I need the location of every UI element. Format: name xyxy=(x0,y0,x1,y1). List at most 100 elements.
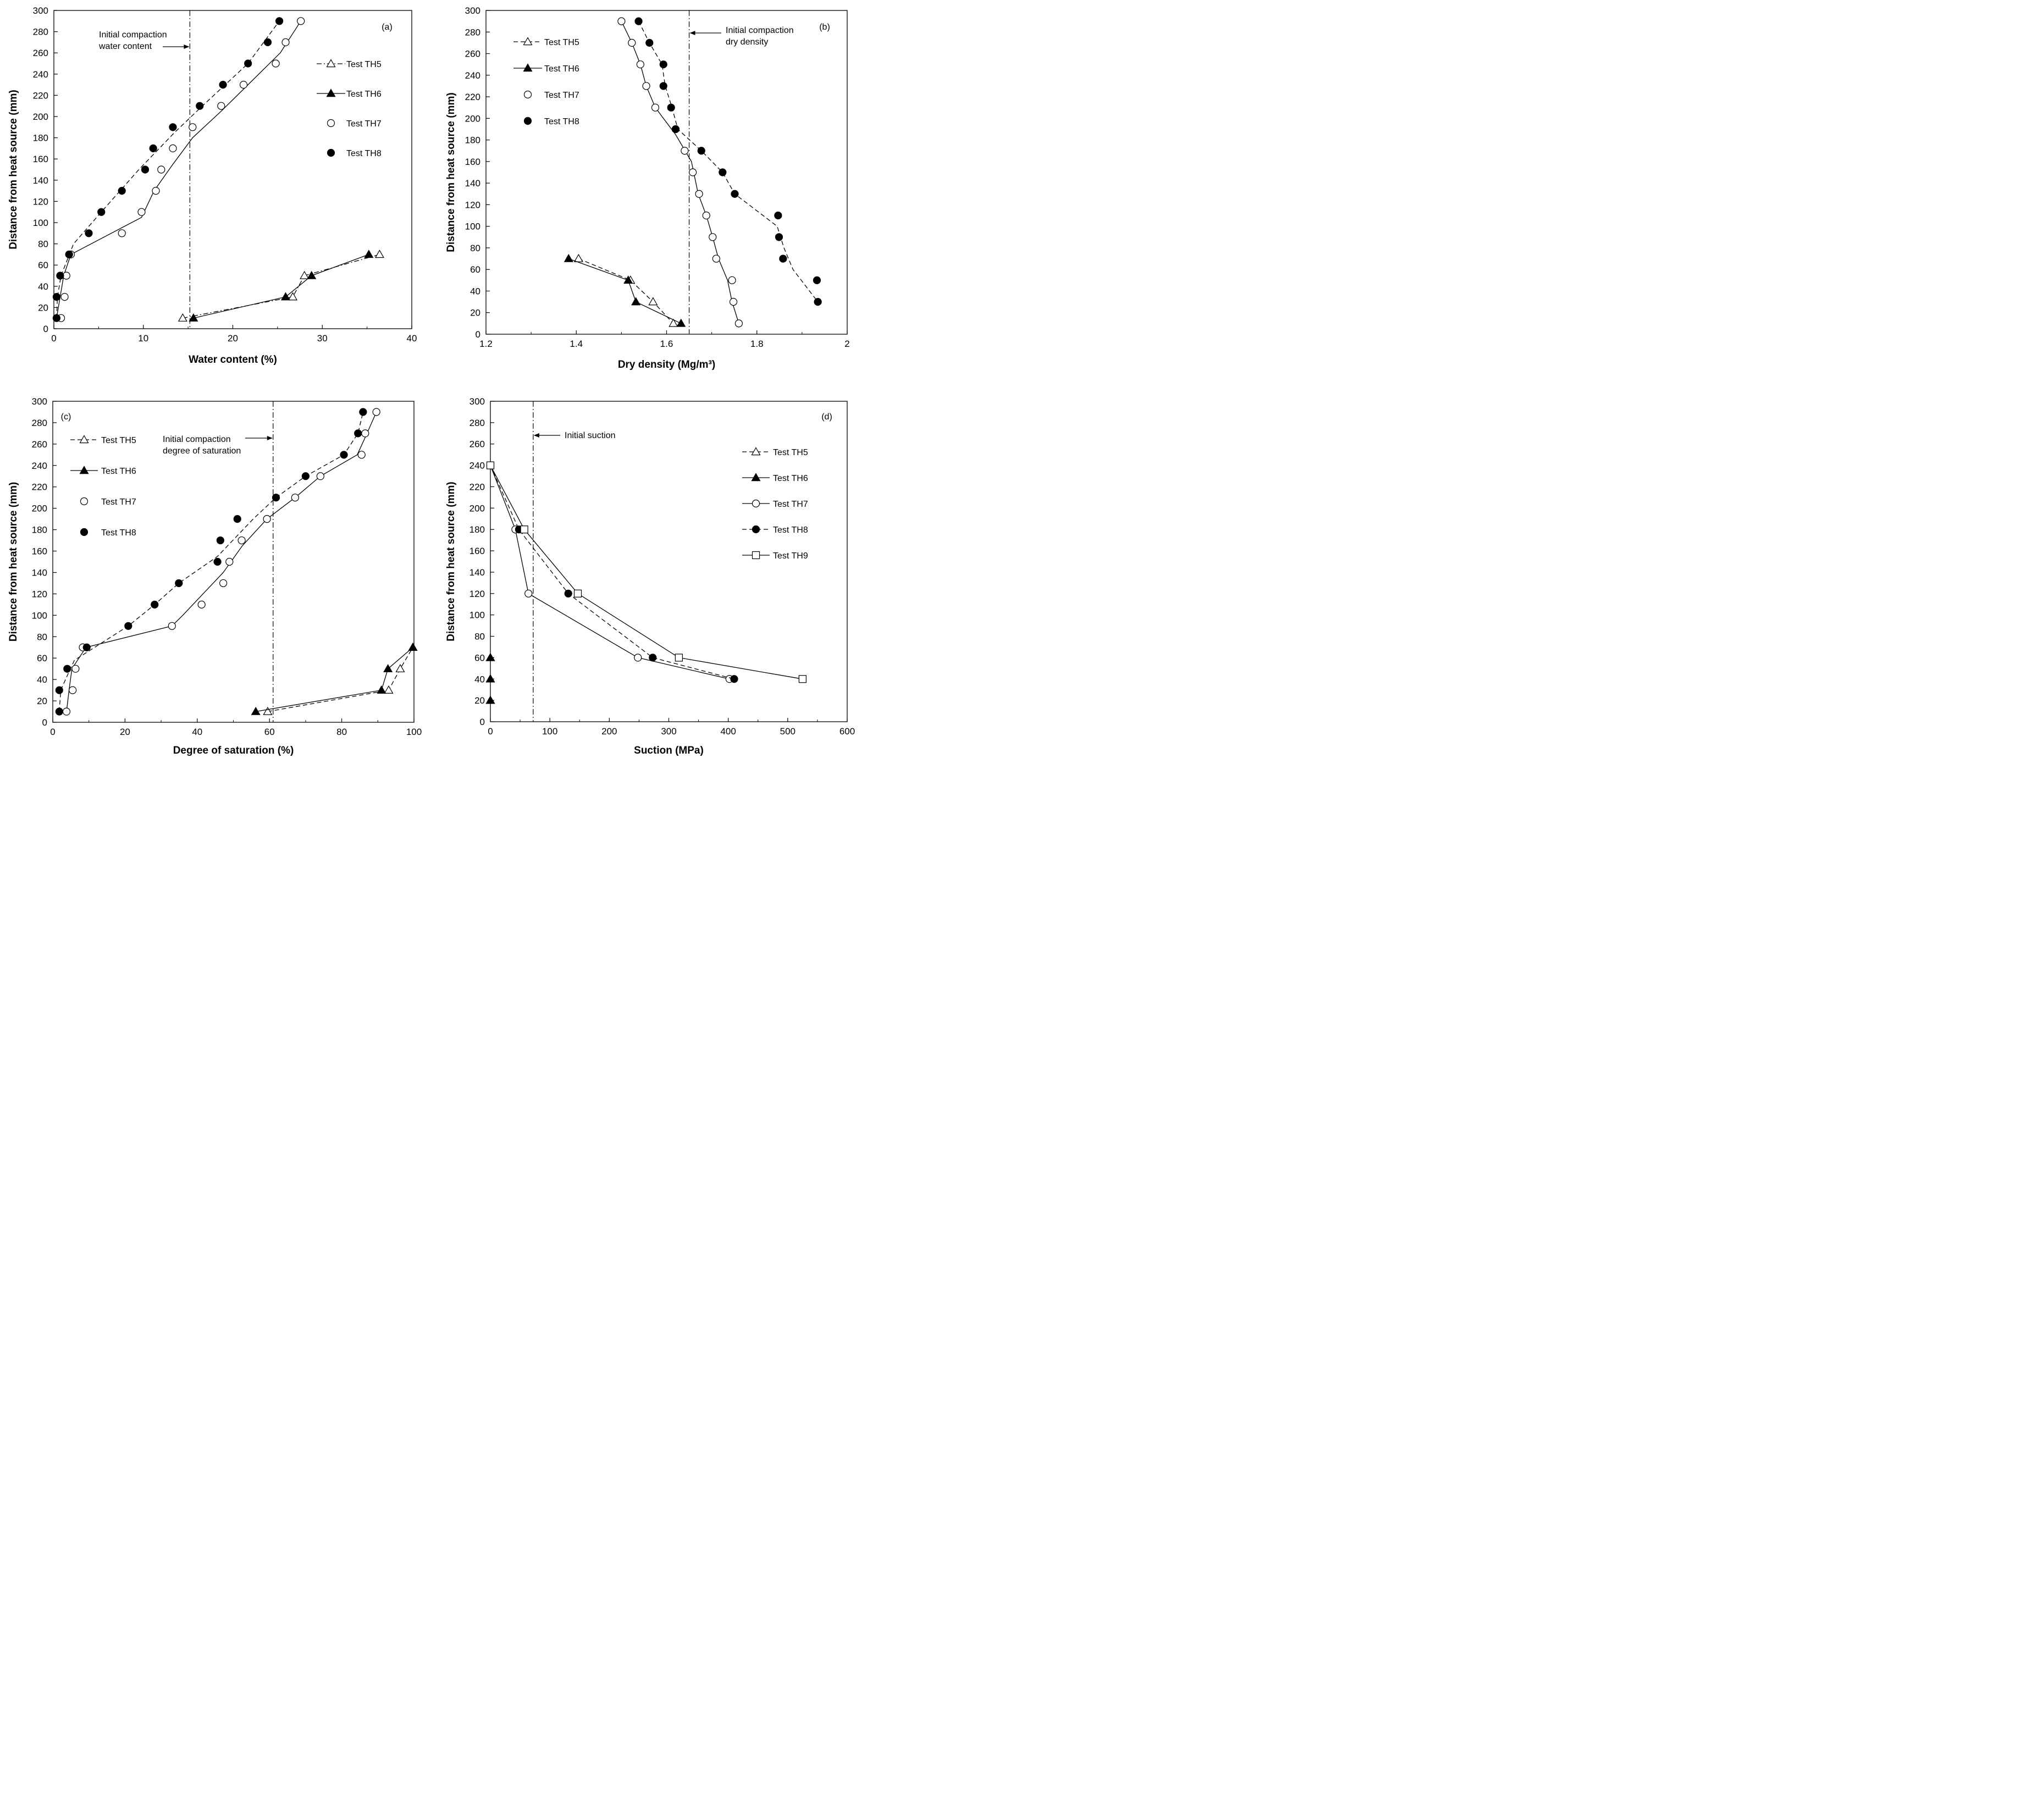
y-tick-label: 280 xyxy=(465,27,480,37)
data-point xyxy=(628,38,636,47)
data-point xyxy=(651,103,660,112)
data-point xyxy=(372,408,380,416)
data-point xyxy=(152,187,160,195)
x-tick-label: 0 xyxy=(50,727,55,737)
data-point xyxy=(485,695,495,704)
legend-label: Test TH5 xyxy=(346,60,382,69)
chart-panel: 0 20 40 60 80 100 0 20 40 60 80 100 120 140 160 180 200 2… xyxy=(8,396,422,756)
y-tick-label: 180 xyxy=(465,135,480,146)
x-tick-label: 20 xyxy=(228,333,238,344)
y-tick-label: 40 xyxy=(38,281,48,292)
y-tick-label: 0 xyxy=(480,717,485,727)
x-axis-title: Dry density (Mg/m³) xyxy=(618,359,715,370)
series-line xyxy=(490,465,734,679)
legend-marker xyxy=(326,88,336,97)
data-point xyxy=(219,579,228,588)
data-point xyxy=(316,472,324,480)
legend-label: Test TH5 xyxy=(773,448,808,457)
series-test-th8 xyxy=(55,408,367,716)
y-tick-label: 100 xyxy=(32,610,47,621)
x-tick-label: 100 xyxy=(406,727,422,737)
y-tick-label: 20 xyxy=(37,696,47,706)
series-line xyxy=(490,465,730,679)
data-point xyxy=(196,102,204,110)
data-point xyxy=(374,250,384,258)
legend-entry: Test TH5 xyxy=(70,435,136,445)
x-tick-label: 300 xyxy=(661,726,676,737)
data-point xyxy=(573,253,583,262)
annotation-text: Initial compaction xyxy=(726,26,794,35)
y-tick-label: 60 xyxy=(470,264,480,275)
y-tick-label: 140 xyxy=(465,178,480,189)
legend-marker xyxy=(327,119,335,128)
data-point xyxy=(55,686,63,694)
series-line xyxy=(193,254,369,319)
legend-entry: Test TH8 xyxy=(80,528,136,538)
data-point xyxy=(728,276,736,284)
legend-entry: Test TH9 xyxy=(742,551,808,561)
legend-entry: Test TH8 xyxy=(327,148,382,158)
data-point xyxy=(564,589,572,598)
data-point xyxy=(71,665,80,673)
data-point xyxy=(377,685,386,694)
x-axis-title: Degree of saturation (%) xyxy=(173,745,294,756)
data-point xyxy=(361,429,369,438)
data-point xyxy=(149,144,157,152)
y-tick-label: 60 xyxy=(37,653,47,663)
legend-entry: Test TH7 xyxy=(327,119,382,129)
series-test-th8 xyxy=(634,17,822,306)
data-point xyxy=(798,675,806,683)
y-tick-label: 240 xyxy=(32,461,47,471)
data-point xyxy=(729,297,738,306)
legend-label: Test TH6 xyxy=(773,474,808,483)
y-tick-label: 300 xyxy=(465,5,480,16)
y-tick-label: 260 xyxy=(33,48,48,58)
x-tick-label: 1.8 xyxy=(750,339,764,349)
y-tick-label: 240 xyxy=(469,461,485,471)
legend-entry: Test TH5 xyxy=(317,59,382,69)
x-tick-label: 600 xyxy=(839,726,855,737)
legend-entry: Test TH6 xyxy=(70,466,136,476)
data-point xyxy=(272,59,280,68)
y-tick-label: 220 xyxy=(465,92,480,102)
series-test-th6 xyxy=(189,250,374,322)
data-point xyxy=(275,17,284,25)
data-point xyxy=(217,102,225,110)
data-point xyxy=(617,17,626,25)
legend-marker xyxy=(752,551,760,560)
x-tick-label: 40 xyxy=(407,333,417,344)
data-point xyxy=(634,654,642,662)
legend-entry: Test TH6 xyxy=(513,63,579,74)
legend-entry: Test TH7 xyxy=(742,499,808,509)
data-point xyxy=(60,292,69,301)
data-point xyxy=(272,494,280,502)
y-tick-label: 180 xyxy=(33,133,48,143)
series-line xyxy=(56,20,280,318)
data-point xyxy=(178,313,187,322)
legend-entry: Test TH5 xyxy=(513,37,579,47)
y-tick-label: 240 xyxy=(465,70,480,81)
y-tick-label: 140 xyxy=(32,567,47,578)
series-test-th5 xyxy=(263,643,418,715)
y-tick-label: 80 xyxy=(474,632,485,642)
data-point xyxy=(779,255,787,263)
data-point xyxy=(485,674,495,683)
y-tick-label: 240 xyxy=(33,69,48,80)
data-point xyxy=(634,17,643,25)
data-point xyxy=(667,103,675,112)
legend-label: Test TH7 xyxy=(544,91,579,100)
panel-label: (d) xyxy=(821,412,832,422)
data-point xyxy=(364,250,374,258)
data-point xyxy=(239,81,248,89)
data-point xyxy=(719,168,727,176)
series-test-th8 xyxy=(486,461,738,683)
y-tick-label: 60 xyxy=(38,260,48,270)
y-tick-label: 260 xyxy=(32,439,47,450)
data-point xyxy=(216,536,224,545)
x-tick-label: 0 xyxy=(488,726,493,737)
data-point xyxy=(118,187,126,195)
x-tick-label: 30 xyxy=(317,333,328,344)
legend-marker xyxy=(79,466,89,474)
y-tick-label: 300 xyxy=(33,5,48,16)
data-point xyxy=(280,292,291,301)
